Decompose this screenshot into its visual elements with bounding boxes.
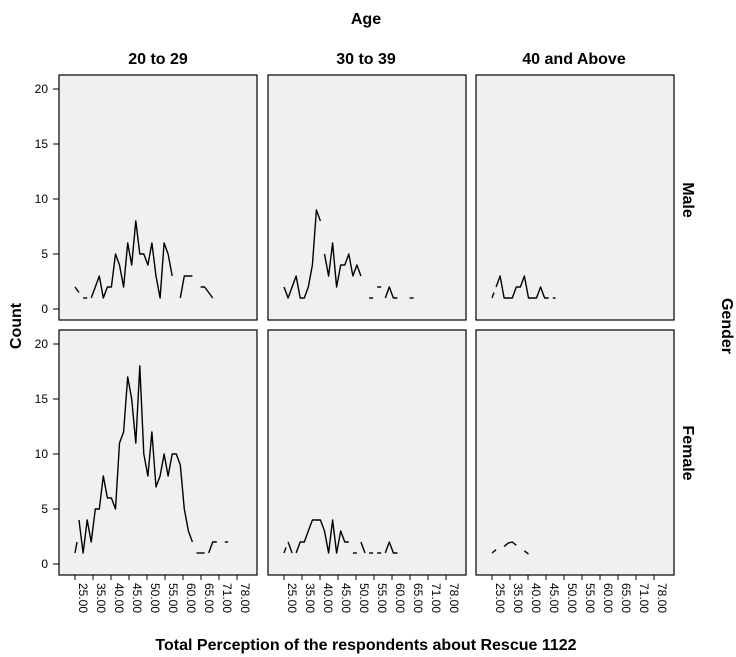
panels-group: 0 5 10 15 20 0 5 10 15 20 25.00 35.00 40.00 45.00 50.0… (35, 74, 675, 613)
x-tick-label: 55.00 (166, 583, 180, 613)
x-tick-label: 40.00 (112, 583, 126, 613)
series-line-female-3-1 (503, 541, 517, 547)
series-line-male-1-0 (74, 286, 80, 293)
x-tick-label: 50.00 (357, 583, 371, 613)
x-tick-label: 78.00 (238, 583, 252, 613)
column-header-2: 30 to 39 (336, 51, 396, 68)
series-line-male-1-3 (179, 275, 193, 299)
x-tick-label: 65.00 (202, 583, 216, 613)
y-axis-title: Count (8, 302, 25, 349)
series-line-female-2-4 (360, 541, 366, 554)
series-line-female-2-0 (283, 547, 287, 554)
x-tick-label: 78.00 (447, 583, 461, 613)
y-tick-label: 15 (35, 137, 49, 151)
series-line-female-3-2 (523, 550, 529, 555)
x-tick-label: 35.00 (303, 583, 317, 613)
series-line-male-1-2 (90, 220, 173, 299)
x-tick-label: 78.00 (655, 583, 669, 613)
x-tick-label: 45.00 (547, 583, 561, 613)
series-line-female-3-0 (491, 549, 497, 554)
x-tick-label: 60.00 (393, 583, 407, 613)
series-line-male-2-4 (384, 286, 398, 299)
series-line-female-2-7 (384, 541, 398, 554)
y-tick-label: 10 (35, 192, 49, 206)
row-header-2: Female (679, 425, 696, 480)
x-tick-label: 71.00 (429, 583, 443, 613)
series-line-female-2-1 (287, 541, 293, 554)
panel-female-3 (475, 329, 675, 576)
series-line-male-2-0 (283, 209, 322, 299)
x-tick-label: 60.00 (184, 583, 198, 613)
column-header-1: 20 to 29 (128, 51, 188, 68)
y-tick-label: 0 (41, 557, 48, 571)
panel-male-2 (267, 74, 467, 321)
x-tick-label: 35.00 (94, 583, 108, 613)
x-tick-label: 71.00 (637, 583, 651, 613)
y-tick-label: 20 (35, 337, 49, 351)
x-tick-label: 25.00 (493, 583, 507, 613)
y-tick-label: 0 (41, 302, 48, 316)
x-tick-label: 35.00 (511, 583, 525, 613)
x-tick-label: 55.00 (375, 583, 389, 613)
series-line-female-1-0 (74, 541, 78, 554)
x-tick-label: 60.00 (601, 583, 615, 613)
column-var-title: Age (351, 11, 381, 28)
x-tick-label: 55.00 (583, 583, 597, 613)
y-tick-label: 10 (35, 447, 49, 461)
row-var-title: Gender (718, 298, 735, 354)
x-tick-label: 25.00 (76, 583, 90, 613)
row-header-1: Male (679, 182, 696, 218)
series-line-male-3-1 (495, 275, 549, 299)
series-line-male-3-0 (491, 292, 495, 299)
x-tick-label: 65.00 (411, 583, 425, 613)
x-tick-label: 45.00 (339, 583, 353, 613)
x-tick-label: 45.00 (130, 583, 144, 613)
x-tick-label: 25.00 (285, 583, 299, 613)
series-line-female-1-3 (208, 541, 217, 554)
series-line-male-1-4 (200, 286, 214, 299)
y-tick-label: 20 (35, 82, 49, 96)
series-line-female-2-2 (295, 519, 349, 554)
y-tick-label: 15 (35, 392, 49, 406)
panel-male-1 (58, 74, 258, 321)
x-tick-label: 65.00 (619, 583, 633, 613)
x-tick-label: 50.00 (148, 583, 162, 613)
column-header-3: 40 and Above (522, 51, 626, 68)
x-tick-label: 40.00 (321, 583, 335, 613)
y-tick-label: 5 (41, 502, 48, 516)
x-axis-title: Total Perception of the respondents abou… (155, 637, 576, 654)
y-tick-label: 5 (41, 247, 48, 261)
panel-female-2 (267, 329, 467, 576)
series-line-female-1-1 (78, 365, 194, 554)
series-line-male-2-1 (323, 242, 362, 288)
x-tick-label: 40.00 (529, 583, 543, 613)
panel-female-1 (58, 329, 258, 576)
panel-male-3 (475, 74, 675, 321)
x-tick-label: 50.00 (565, 583, 579, 613)
x-tick-label: 71.00 (220, 583, 234, 613)
